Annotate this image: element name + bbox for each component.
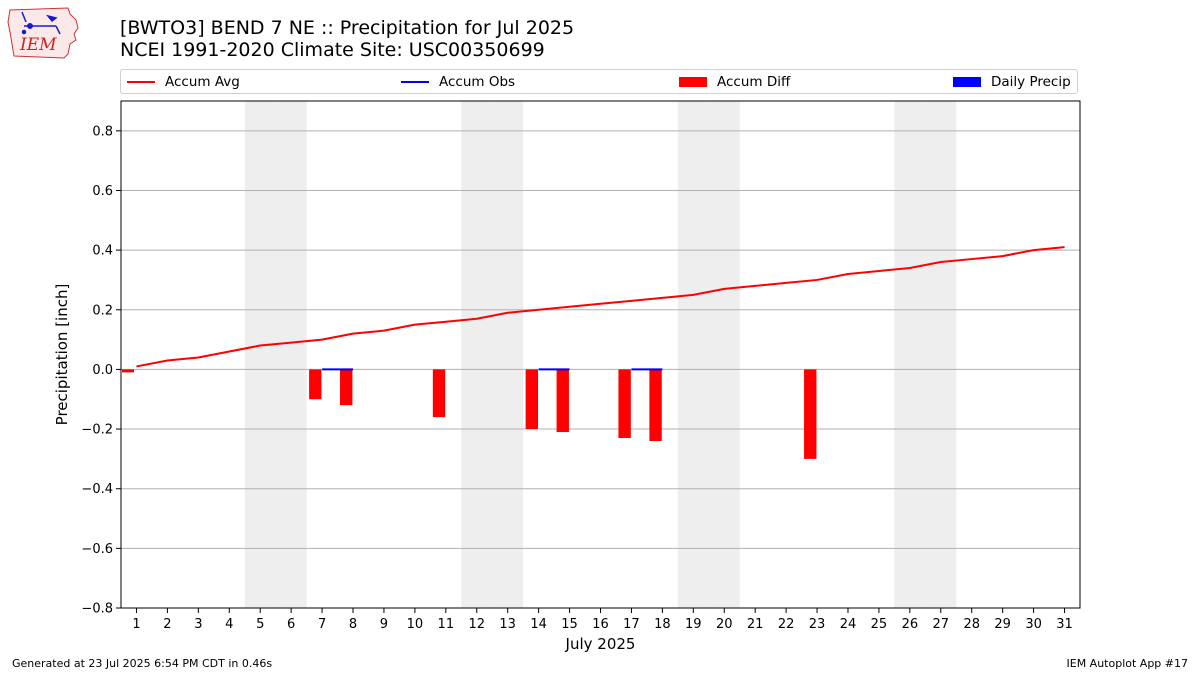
legend-label: Daily Precip xyxy=(991,74,1071,90)
x-tick-label: 5 xyxy=(256,617,264,632)
accum-diff-bar xyxy=(649,369,662,441)
x-tick-label: 9 xyxy=(380,617,388,632)
y-tick-label: −0.6 xyxy=(81,542,113,557)
legend-swatch xyxy=(127,81,155,83)
weather-station-icon xyxy=(21,11,61,35)
y-tick-label: 0.2 xyxy=(92,303,113,318)
accum-diff-bar xyxy=(432,369,446,418)
x-tick-label: 17 xyxy=(623,617,640,632)
weekend-band xyxy=(244,101,276,608)
chart-title: [BWTO3] BEND 7 NE :: Precipitation for J… xyxy=(120,17,575,39)
x-tick-label: 28 xyxy=(963,617,980,632)
x-tick-label: 6 xyxy=(287,617,295,632)
y-tick-label: −0.4 xyxy=(81,482,113,497)
weekend-band xyxy=(925,101,957,608)
y-tick-label: −0.8 xyxy=(81,602,113,617)
logo-text: IEM xyxy=(19,35,57,55)
x-tick-label: 11 xyxy=(438,617,455,632)
legend-item-accum-diff: Accum Diff xyxy=(679,74,790,90)
x-tick-label: 3 xyxy=(194,617,202,632)
x-tick-label: 15 xyxy=(561,617,578,632)
legend-swatch xyxy=(953,77,981,87)
x-tick-label: 22 xyxy=(778,617,795,632)
accum-avg-line xyxy=(136,246,1065,368)
accum-diff-bar xyxy=(340,369,353,406)
x-tick-label: 20 xyxy=(716,617,733,632)
accum-diff-bar xyxy=(309,369,322,400)
x-tick-label: 24 xyxy=(840,617,857,632)
x-tick-label: 19 xyxy=(685,617,702,632)
weekend-band xyxy=(461,101,493,608)
accum-diff-bar xyxy=(804,369,817,459)
y-tick-label: −0.2 xyxy=(81,423,113,438)
footer-app-id: IEM Autoplot App #17 xyxy=(1066,657,1189,670)
x-tick-label: 2 xyxy=(163,617,171,632)
y-tick-label: 0.4 xyxy=(92,244,113,259)
x-tick-label: 23 xyxy=(809,617,826,632)
accum-diff-bar xyxy=(618,369,631,439)
accum-diff-bar xyxy=(525,369,539,430)
legend-swatch xyxy=(679,77,707,87)
weekend-band xyxy=(894,101,926,608)
x-tick-label: 25 xyxy=(871,617,888,632)
x-tick-label: 30 xyxy=(1025,617,1042,632)
x-tick-label: 1 xyxy=(132,617,140,632)
legend-item-accum-avg: Accum Avg xyxy=(127,74,240,90)
x-tick-label: 29 xyxy=(994,617,1011,632)
iem-logo: IEM xyxy=(7,7,79,59)
x-tick-label: 4 xyxy=(225,617,233,632)
legend-item-accum-obs: Accum Obs xyxy=(401,74,515,90)
y-axis-label: Precipitation [inch] xyxy=(53,284,71,426)
x-tick-label: 8 xyxy=(349,617,357,632)
weekend-band xyxy=(492,101,524,608)
x-tick-label: 12 xyxy=(468,617,485,632)
chart-legend: Accum Avg Accum Obs Accum Diff Daily Pre… xyxy=(120,69,1078,94)
footer-generated: Generated at 23 Jul 2025 6:54 PM CDT in … xyxy=(12,657,273,670)
weekend-band xyxy=(708,101,740,608)
x-tick-label: 13 xyxy=(499,617,516,632)
x-tick-label: 27 xyxy=(933,617,950,632)
legend-swatch xyxy=(401,81,429,83)
y-tick-label: 0.0 xyxy=(92,363,113,378)
legend-label: Accum Obs xyxy=(439,74,516,90)
x-tick-label: 26 xyxy=(902,617,919,632)
weekend-band xyxy=(275,101,307,608)
x-axis-label: July 2025 xyxy=(565,635,636,653)
accum-diff-bar xyxy=(122,369,134,373)
x-tick-label: 18 xyxy=(654,617,671,632)
x-tick-label: 21 xyxy=(747,617,764,632)
legend-item-daily-precip: Daily Precip xyxy=(953,74,1071,90)
x-tick-label: 16 xyxy=(592,617,609,632)
x-tick-label: 10 xyxy=(407,617,424,632)
x-tick-label: 14 xyxy=(530,617,547,632)
x-tick-label: 7 xyxy=(318,617,326,632)
accum-diff-bar xyxy=(556,369,569,433)
legend-label: Accum Diff xyxy=(717,74,791,90)
chart-subtitle: NCEI 1991-2020 Climate Site: USC00350699 xyxy=(120,39,545,61)
chart-title-block: [BWTO3] BEND 7 NE :: Precipitation for J… xyxy=(120,17,574,61)
y-tick-label: 0.8 xyxy=(92,124,113,139)
legend-label: Accum Avg xyxy=(165,74,240,90)
y-tick-label: 0.6 xyxy=(92,184,113,199)
weekend-band xyxy=(677,101,709,608)
x-tick-label: 31 xyxy=(1056,617,1073,632)
